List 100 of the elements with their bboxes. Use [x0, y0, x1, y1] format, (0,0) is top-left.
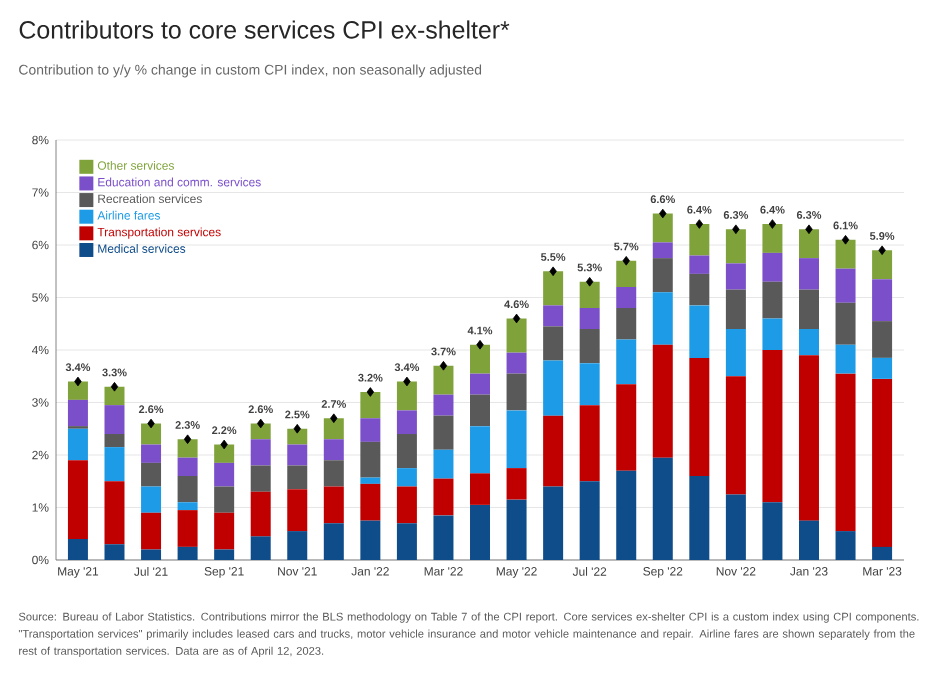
point — [74, 376, 82, 387]
point — [403, 376, 411, 387]
point — [257, 418, 265, 429]
bar — [104, 434, 125, 448]
bar — [360, 441, 381, 478]
bar — [214, 444, 235, 463]
point — [585, 276, 594, 287]
point — [110, 381, 119, 392]
bar — [287, 444, 308, 466]
bar — [67, 460, 88, 539]
bar — [543, 360, 564, 416]
bar — [725, 229, 746, 264]
bar — [396, 486, 417, 524]
bar — [506, 373, 527, 411]
bar — [798, 355, 819, 521]
bar — [579, 363, 600, 406]
bar — [396, 468, 417, 487]
bar — [652, 292, 673, 345]
bar — [433, 478, 454, 516]
bar — [323, 486, 344, 524]
point — [330, 413, 338, 424]
bar — [506, 352, 527, 374]
bar — [250, 491, 271, 537]
bar — [214, 549, 235, 560]
bar — [470, 394, 491, 427]
bar — [872, 357, 893, 379]
point — [695, 219, 704, 229]
bar — [433, 394, 454, 416]
bar — [141, 549, 162, 560]
bar — [287, 531, 308, 560]
bar — [323, 523, 344, 560]
bar — [835, 302, 856, 345]
bar — [396, 410, 417, 434]
bar — [177, 546, 198, 560]
bar — [470, 504, 491, 560]
bar — [141, 444, 162, 463]
bar — [762, 224, 783, 253]
bar — [798, 289, 819, 330]
bar — [141, 512, 162, 550]
bar — [835, 531, 856, 560]
point — [732, 224, 740, 235]
bar — [104, 481, 125, 545]
bar — [872, 378, 893, 547]
bar — [360, 483, 381, 521]
bar — [579, 281, 600, 309]
bar — [579, 481, 600, 560]
bar — [725, 376, 746, 495]
bar — [872, 279, 893, 322]
bar — [543, 305, 564, 327]
bar — [141, 423, 162, 445]
bar — [67, 428, 88, 461]
point — [220, 439, 228, 450]
bar — [506, 410, 527, 469]
bar — [579, 308, 600, 330]
bar — [616, 260, 637, 288]
bar — [360, 477, 381, 484]
bar — [177, 439, 198, 458]
bar — [360, 520, 381, 560]
bar — [543, 271, 564, 306]
bar — [725, 329, 746, 377]
bar — [543, 486, 564, 560]
bar — [323, 418, 344, 440]
bar — [689, 273, 710, 306]
bar — [214, 512, 235, 550]
bar — [725, 263, 746, 290]
bar — [616, 384, 637, 471]
bar — [360, 392, 381, 419]
bar — [762, 318, 783, 351]
bar — [67, 399, 88, 427]
bar — [104, 405, 125, 434]
bar — [835, 268, 856, 303]
bar — [104, 544, 125, 560]
bar — [470, 344, 491, 374]
bar — [396, 434, 417, 469]
bar — [287, 428, 308, 445]
bar — [872, 321, 893, 358]
bar — [543, 326, 564, 361]
point — [805, 224, 813, 235]
bar — [177, 457, 198, 476]
bar — [177, 510, 198, 547]
point — [622, 255, 630, 266]
bar — [470, 473, 491, 505]
point — [147, 418, 155, 429]
bar — [67, 381, 88, 400]
point — [366, 387, 375, 397]
point — [512, 313, 521, 324]
bar — [506, 499, 527, 560]
point — [183, 434, 192, 445]
bar — [323, 439, 344, 461]
bar — [396, 523, 417, 560]
point — [476, 339, 484, 350]
bar — [250, 465, 271, 492]
point — [768, 219, 777, 229]
bar — [67, 539, 88, 560]
bar — [250, 536, 271, 560]
bar — [652, 344, 673, 458]
bar — [616, 339, 637, 385]
point — [549, 266, 557, 277]
bar — [762, 350, 783, 503]
point — [439, 360, 448, 371]
